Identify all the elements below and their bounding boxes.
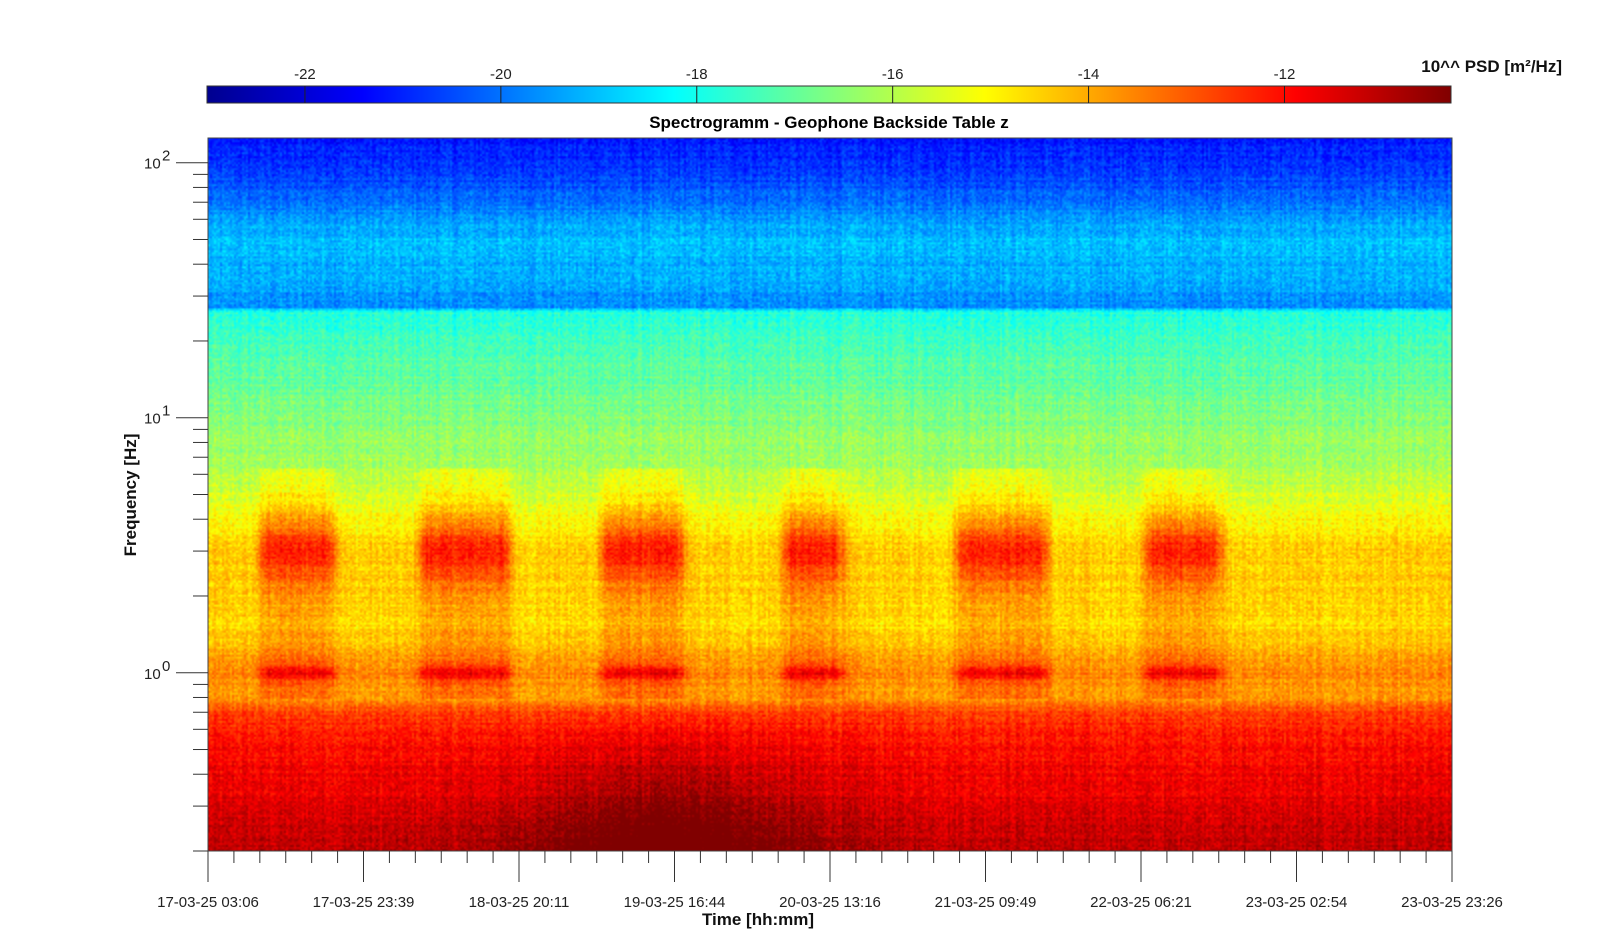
colorbar-tick-label: -12 <box>1274 66 1296 83</box>
colorbar-tick-label: -14 <box>1078 66 1100 83</box>
y-axis-label: Frequency [Hz] <box>121 434 140 557</box>
x-tick-label: 18-03-25 20:11 <box>469 894 570 911</box>
x-tick-label: 23-03-25 02:54 <box>1246 894 1348 911</box>
colorbar-tick-label: -22 <box>294 66 316 83</box>
y-tick-exponent: 2 <box>162 148 170 165</box>
x-axis-label: Time [hh:mm] <box>702 910 814 929</box>
colorbar-tick-label: -16 <box>882 66 904 83</box>
chart-title: Spectrogramm - Geophone Backside Table z <box>649 113 1009 132</box>
x-tick-label: 19-03-25 16:44 <box>624 894 726 911</box>
colorbar <box>206 85 1452 104</box>
x-tick-label: 17-03-25 23:39 <box>313 894 415 911</box>
y-tick-base: 10 <box>144 411 161 428</box>
x-tick-label: 23-03-25 23:26 <box>1401 894 1503 911</box>
colorbar-tick-label: -18 <box>686 66 708 83</box>
spectrogram-heatmap <box>208 138 1452 851</box>
x-tick-label: 21-03-25 09:49 <box>935 894 1037 911</box>
y-tick-exponent: 1 <box>162 403 170 420</box>
y-tick-base: 10 <box>144 666 161 683</box>
colorbar-ticks: -22 -20 -18 -16 -14 -12 <box>294 66 1295 103</box>
x-tick-label: 17-03-25 03:06 <box>157 894 259 911</box>
colorbar-label: 10^^ PSD [m²/Hz] <box>1421 57 1562 76</box>
y-tick-base: 10 <box>144 156 161 173</box>
y-tick-exponent: 0 <box>162 658 170 675</box>
x-tick-label: 20-03-25 13:16 <box>779 894 881 911</box>
x-tick-label: 22-03-25 06:21 <box>1090 894 1192 911</box>
colorbar-tick-label: -20 <box>490 66 512 83</box>
x-axis-ticks: 17-03-25 03:06 17-03-25 23:39 18-03-25 20:… <box>157 851 1503 911</box>
